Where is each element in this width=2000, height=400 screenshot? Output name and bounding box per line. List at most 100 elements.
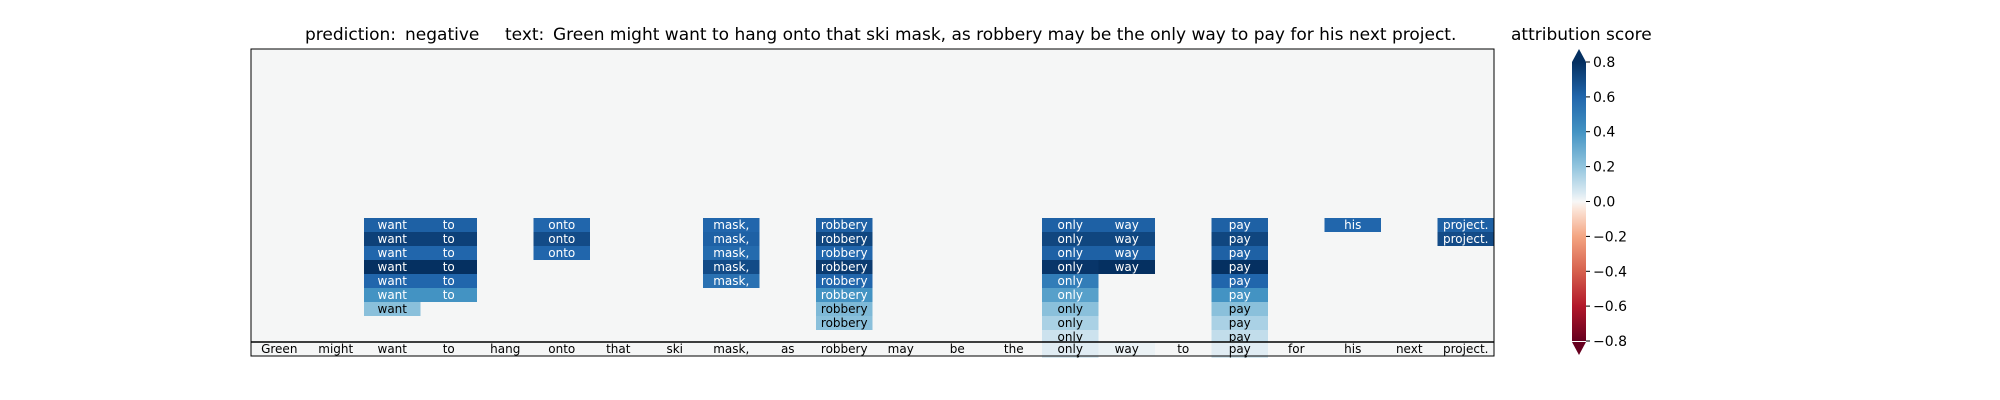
heatmap-cell-label: pay — [1229, 288, 1251, 302]
colorbar-tick-label: −0.8 — [1593, 334, 1627, 350]
heatmap-cell-label: pay — [1229, 260, 1251, 274]
heatmap-cell — [1211, 260, 1268, 274]
heatmap-cell — [1211, 232, 1268, 246]
heatmap-cell-label: only — [1058, 302, 1083, 316]
heatmap-cell — [364, 274, 421, 288]
heatmap-cell — [1042, 302, 1099, 316]
baseline-cell — [251, 342, 308, 356]
heatmap-cell — [1437, 218, 1494, 232]
baseline-cell — [477, 342, 534, 356]
heatmap-cell-label: pay — [1229, 246, 1251, 260]
heatmap-cell-label: want — [378, 302, 408, 316]
token-label: to — [1177, 342, 1189, 356]
heatmap-area: wantwantwantwantwantwantwanttotototototo… — [250, 48, 1495, 358]
heatmap-cell — [420, 246, 477, 260]
baseline-cell — [307, 342, 364, 356]
heatmap-cell-label: only — [1058, 316, 1083, 330]
baseline-cell — [1098, 342, 1155, 356]
colorbar-ticks: 0.8 0.6 0.4 0.2 0.0 −0.2 −0.4 −0.6 −0.8 — [1586, 55, 1627, 350]
colorbar-tick-label: −0.4 — [1593, 264, 1627, 280]
baseline-cell — [816, 342, 873, 356]
colorbar-fill — [1572, 62, 1586, 341]
heatmap-cell-label: pay — [1229, 316, 1251, 330]
baseline-cell — [533, 342, 590, 356]
baseline-cell — [1155, 342, 1212, 356]
heatmap-cell — [816, 288, 873, 302]
heatmap-cell-label: want — [378, 246, 408, 260]
token-label: pay — [1229, 342, 1251, 356]
token-label: Green — [261, 342, 297, 356]
token-label: onto — [548, 342, 575, 356]
heatmap-cell-label: only — [1058, 274, 1083, 288]
colorbar-extend-bottom — [1572, 342, 1586, 355]
heatmap-cell — [420, 288, 477, 302]
text-value: Green might want to hang onto that ski m… — [553, 25, 1456, 45]
heatmap-cell-label: robbery — [821, 218, 868, 232]
prediction-label: prediction: — [305, 25, 396, 45]
heatmap-cell-label: robbery — [821, 274, 868, 288]
heatmap-cell-label: to — [443, 288, 455, 302]
baseline-cell — [1268, 342, 1325, 356]
heatmap-cell — [1211, 246, 1268, 260]
heatmap-cell-label: robbery — [821, 316, 868, 330]
heatmap-cell — [1042, 246, 1099, 260]
heatmap-cell — [364, 260, 421, 274]
heatmap-cell-label: only — [1058, 330, 1083, 344]
token-label: way — [1115, 342, 1139, 356]
heatmap-cell — [420, 260, 477, 274]
heatmap-cell — [1098, 260, 1155, 274]
token-label: ski — [666, 342, 683, 356]
heatmap-cell-label: pay — [1229, 330, 1251, 344]
heatmap-cell — [1211, 274, 1268, 288]
token-label: project. — [1443, 342, 1488, 356]
baseline-cell — [590, 342, 647, 356]
heatmap-cell-label: robbery — [821, 288, 868, 302]
colorbar-tick-label: −0.6 — [1593, 299, 1627, 315]
baseline-cell — [1042, 342, 1099, 356]
heatmap-cell-label: want — [378, 274, 408, 288]
token-label: his — [1344, 342, 1361, 356]
heatmap-cell — [533, 246, 590, 260]
heatmap-cell-label: way — [1115, 218, 1139, 232]
baseline-cell — [646, 342, 703, 356]
baseline-cell — [364, 342, 421, 356]
heatmap-cell-label: only — [1058, 232, 1083, 246]
token-baseline-row: Green might want to hang onto that ski mask, as ro… — [251, 342, 1494, 356]
heatmap-cell-label: to — [443, 274, 455, 288]
heatmap-cell-label: only — [1058, 260, 1083, 274]
token-label: to — [443, 342, 455, 356]
baseline-cell — [759, 342, 816, 356]
heatmap-cell — [816, 246, 873, 260]
token-label: that — [606, 342, 631, 356]
heatmap-cell-label: mask, — [713, 218, 749, 232]
colorbar-tick-label: 0.2 — [1593, 160, 1615, 176]
heatmap-cell-label: pay — [1229, 302, 1251, 316]
heatmap-cell-label: way — [1115, 232, 1139, 246]
heatmap-cell-label: robbery — [821, 302, 868, 316]
heatmap-cell-label: pay — [1229, 274, 1251, 288]
heatmap-cell — [703, 260, 760, 274]
heatmap-cell — [420, 232, 477, 246]
heatmap-cell — [364, 218, 421, 232]
token-label: want — [378, 342, 408, 356]
heatmap-cell — [1042, 316, 1099, 330]
baseline-cell — [420, 342, 477, 356]
colorbar-tick-label: −0.2 — [1593, 229, 1627, 245]
heatmap-cell-label: only — [1058, 288, 1083, 302]
heatmap-cell — [1042, 330, 1099, 344]
heatmap-cell-label: robbery — [821, 246, 868, 260]
heatmap-cell-label: pay — [1229, 218, 1251, 232]
token-label: may — [888, 342, 914, 356]
heatmap-cell-label: way — [1115, 260, 1139, 274]
heatmap-cell — [816, 260, 873, 274]
heatmap-cell — [1211, 288, 1268, 302]
heatmap-cell — [1211, 330, 1268, 344]
heatmap-cell-label: want — [378, 232, 408, 246]
colorbar-tick-label: 0.6 — [1593, 90, 1615, 106]
heatmap-cell-label: pay — [1229, 232, 1251, 246]
baseline-cell — [1324, 342, 1381, 356]
prediction-value: negative — [405, 25, 479, 45]
heatmap-cell — [816, 316, 873, 330]
heatmap-cell — [703, 232, 760, 246]
colorbar-extend-top — [1572, 49, 1586, 62]
